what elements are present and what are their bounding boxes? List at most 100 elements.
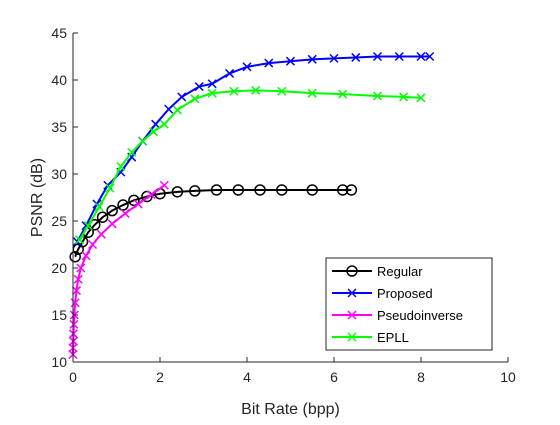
y-tick-label: 20 <box>51 260 67 276</box>
data-point-x-stroke <box>329 53 339 63</box>
x-tick-label: 2 <box>156 369 164 385</box>
legend: Regular Proposed Pseudoinverse EPLL <box>325 257 493 351</box>
data-point-x <box>146 190 156 200</box>
data-point-x-stroke <box>207 88 217 98</box>
data-point-x <box>177 92 187 102</box>
data-point-x-stroke <box>347 332 357 342</box>
data-point-x-stroke <box>172 105 182 115</box>
data-point-x <box>277 86 287 96</box>
data-point-x <box>399 92 409 102</box>
data-point-x <box>107 219 117 229</box>
legend-item-regular: Regular <box>332 264 423 279</box>
data-point-circle <box>189 185 201 197</box>
data-point-x <box>347 332 357 342</box>
data-point-x <box>73 274 83 284</box>
data-point-x-stroke <box>285 56 296 66</box>
data-point-x <box>172 105 182 115</box>
data-point-x <box>416 93 426 103</box>
data-point-x <box>148 127 159 137</box>
data-point-x-stroke <box>338 89 348 99</box>
data-point-x-stroke <box>425 51 435 62</box>
data-point-x-stroke <box>116 161 126 172</box>
data-point-x <box>76 263 86 273</box>
data-point-x-stroke <box>88 239 98 250</box>
data-point-x <box>394 51 404 62</box>
data-point-x <box>120 208 130 219</box>
data-point-circle <box>69 250 81 263</box>
data-point-circle <box>346 265 358 277</box>
data-point-x <box>127 147 137 157</box>
data-point-x <box>229 86 239 96</box>
y-tick-label: 15 <box>51 307 67 323</box>
x-axis-label: Bit Rate (bpp) <box>241 401 340 418</box>
data-point-x <box>138 136 148 146</box>
data-point-x-stroke <box>71 286 82 296</box>
data-point-x <box>416 51 426 62</box>
data-point-x-stroke <box>351 52 361 62</box>
data-point-x <box>338 89 348 99</box>
data-point-x-stroke <box>416 51 426 62</box>
legend-item-epll: EPLL <box>332 330 409 345</box>
data-point-x-stroke <box>307 54 317 64</box>
legend-item-proposed: Proposed <box>332 286 433 301</box>
y-tick-label: 35 <box>51 119 67 135</box>
data-point-x <box>105 183 115 193</box>
data-point-x <box>207 88 217 98</box>
data-point-x-stroke <box>307 88 317 98</box>
data-point-x-stroke <box>76 263 86 273</box>
series-line-regular <box>74 188 352 258</box>
data-point-x <box>425 51 435 62</box>
data-point-x <box>74 235 85 245</box>
data-point-circle <box>306 184 318 196</box>
data-point-x <box>372 91 383 101</box>
data-point-x-stroke <box>242 62 252 72</box>
series-line-pseudoinverse <box>72 184 165 355</box>
data-point-circle <box>128 194 140 207</box>
data-point-circle <box>336 184 349 196</box>
data-point-x-stroke <box>94 202 104 212</box>
x-tick-label: 8 <box>417 369 425 385</box>
data-point-x-stroke <box>138 136 148 146</box>
data-point-x <box>159 180 169 190</box>
data-point-x <box>81 251 91 261</box>
data-point-x-stroke <box>105 183 115 193</box>
series-line-epll <box>78 89 422 241</box>
y-tick-label: 45 <box>51 25 67 41</box>
series-epll <box>74 85 426 245</box>
data-point-x <box>207 79 217 89</box>
data-point-x-stroke <box>190 94 200 104</box>
data-point-x-stroke <box>146 190 156 200</box>
data-point-circle <box>276 184 288 196</box>
data-point-x <box>164 104 174 114</box>
data-point-x <box>285 56 296 66</box>
data-point-circle <box>171 186 184 198</box>
data-point-x-stroke <box>159 180 169 190</box>
data-point-x-stroke <box>73 274 83 284</box>
data-point-x <box>242 62 252 72</box>
data-point-x-stroke <box>107 219 117 229</box>
data-point-x <box>71 286 82 296</box>
data-point-x-stroke <box>347 310 357 320</box>
data-point-x-stroke <box>133 199 143 209</box>
data-point-x <box>329 53 339 63</box>
y-axis-label: PSNR (dB) <box>29 158 46 237</box>
data-point-x <box>351 52 361 62</box>
data-point-x <box>347 288 357 298</box>
data-point-x <box>96 229 106 239</box>
data-point-circle <box>117 199 129 211</box>
legend-item-pseudoinverse: Pseudoinverse <box>332 308 463 323</box>
y-tick-label: 40 <box>51 72 67 88</box>
x-tick-label: 6 <box>330 369 338 385</box>
data-point-x-stroke <box>81 251 91 261</box>
data-point-x-stroke <box>177 92 187 102</box>
data-point-x-stroke <box>229 86 239 96</box>
data-point-x-stroke <box>394 51 404 62</box>
data-point-x <box>347 310 357 320</box>
data-point-x <box>190 94 200 104</box>
legend-label: Proposed <box>377 286 433 301</box>
data-point-x <box>372 51 383 62</box>
axes: 0 2 4 6 8 10 10 15 20 25 30 35 40 45 <box>51 25 516 385</box>
data-point-x-stroke <box>159 119 169 129</box>
legend-label: Regular <box>377 264 423 279</box>
data-point-circle <box>254 184 266 196</box>
